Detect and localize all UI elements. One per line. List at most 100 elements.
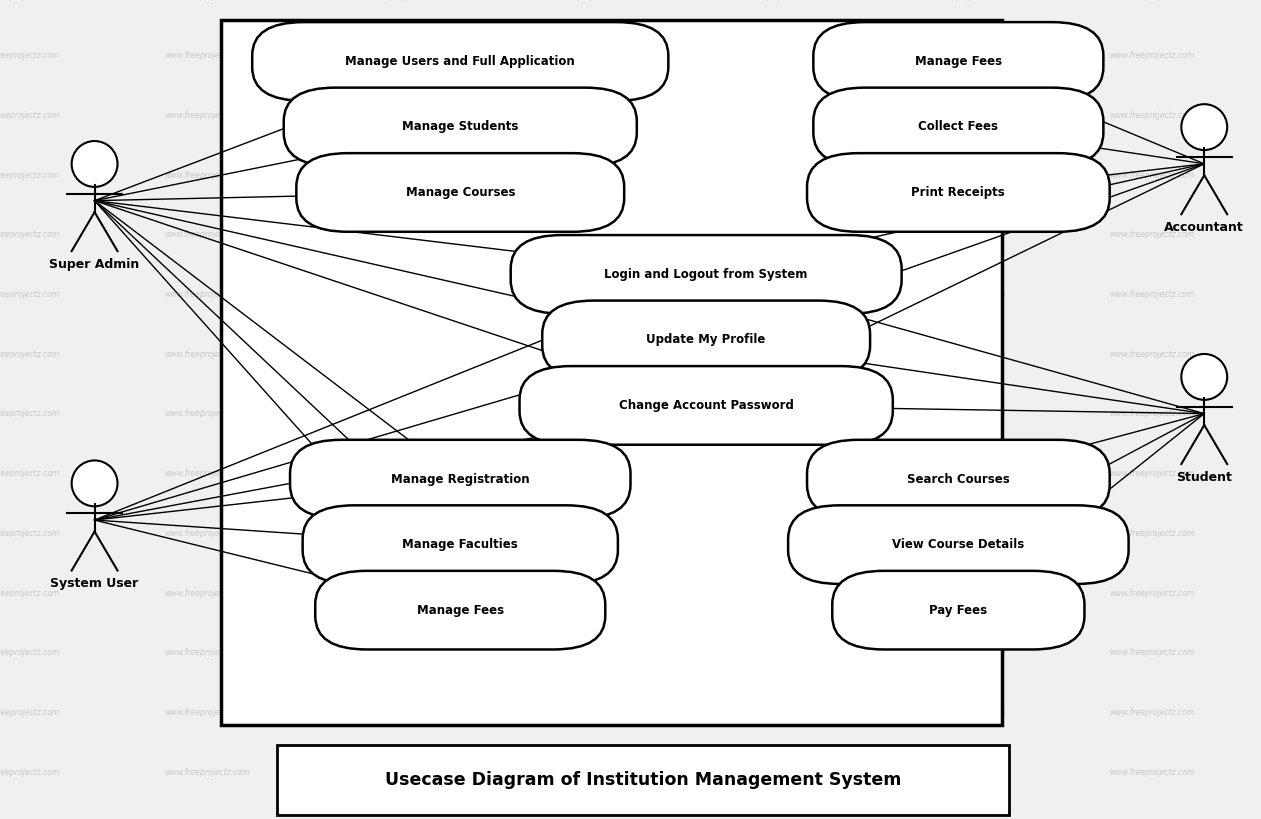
- Ellipse shape: [72, 141, 117, 187]
- Text: www.freeprojectz.com: www.freeprojectz.com: [164, 171, 250, 180]
- Text: www.freeprojectz.com: www.freeprojectz.com: [542, 410, 628, 419]
- Text: www.freeprojectz.com: www.freeprojectz.com: [353, 171, 439, 180]
- Text: www.freeprojectz.com: www.freeprojectz.com: [921, 230, 1006, 239]
- Text: View Course Details: View Course Details: [893, 538, 1024, 551]
- Text: www.freeprojectz.com: www.freeprojectz.com: [921, 469, 1006, 478]
- Text: www.freeprojectz.com: www.freeprojectz.com: [164, 111, 250, 120]
- Text: www.freeprojectz.com: www.freeprojectz.com: [0, 230, 61, 239]
- Text: www.freeprojectz.com: www.freeprojectz.com: [731, 290, 817, 299]
- Text: Manage Fees: Manage Fees: [914, 55, 1002, 68]
- Text: www.freeprojectz.com: www.freeprojectz.com: [542, 290, 628, 299]
- Text: www.freeprojectz.com: www.freeprojectz.com: [353, 350, 439, 359]
- Text: www.freeprojectz.com: www.freeprojectz.com: [731, 708, 817, 717]
- Text: www.freeprojectz.com: www.freeprojectz.com: [1110, 767, 1195, 776]
- Text: www.freeprojectz.com: www.freeprojectz.com: [353, 529, 439, 538]
- Text: www.freeprojectz.com: www.freeprojectz.com: [0, 529, 61, 538]
- Text: www.freeprojectz.com: www.freeprojectz.com: [921, 589, 1006, 598]
- Text: Super Admin: Super Admin: [49, 258, 140, 271]
- Text: www.freeprojectz.com: www.freeprojectz.com: [542, 767, 628, 776]
- FancyBboxPatch shape: [832, 571, 1084, 649]
- Text: www.freeprojectz.com: www.freeprojectz.com: [353, 708, 439, 717]
- FancyBboxPatch shape: [296, 153, 624, 232]
- Text: Usecase Diagram of Institution Management System: Usecase Diagram of Institution Managemen…: [385, 771, 902, 789]
- FancyBboxPatch shape: [284, 88, 637, 166]
- Text: www.freeprojectz.com: www.freeprojectz.com: [1110, 230, 1195, 239]
- Text: www.freeprojectz.com: www.freeprojectz.com: [164, 230, 250, 239]
- Ellipse shape: [1182, 354, 1227, 400]
- FancyBboxPatch shape: [807, 153, 1110, 232]
- Text: Manage Users and Full Application: Manage Users and Full Application: [346, 55, 575, 68]
- Text: www.freeprojectz.com: www.freeprojectz.com: [1110, 469, 1195, 478]
- Text: Manage Fees: Manage Fees: [416, 604, 504, 617]
- Text: www.freeprojectz.com: www.freeprojectz.com: [731, 589, 817, 598]
- Text: www.freeprojectz.com: www.freeprojectz.com: [542, 52, 628, 61]
- FancyBboxPatch shape: [813, 22, 1103, 101]
- Text: www.freeprojectz.com: www.freeprojectz.com: [0, 648, 61, 657]
- FancyBboxPatch shape: [788, 505, 1129, 584]
- Text: www.freeprojectz.com: www.freeprojectz.com: [0, 767, 61, 776]
- Text: www.freeprojectz.com: www.freeprojectz.com: [0, 469, 61, 478]
- FancyBboxPatch shape: [813, 88, 1103, 166]
- Text: www.freeprojectz.com: www.freeprojectz.com: [353, 410, 439, 419]
- Text: www.freeprojectz.com: www.freeprojectz.com: [1110, 350, 1195, 359]
- Text: www.freeprojectz.com: www.freeprojectz.com: [921, 171, 1006, 180]
- Text: www.freeprojectz.com: www.freeprojectz.com: [921, 350, 1006, 359]
- Text: www.freeprojectz.com: www.freeprojectz.com: [731, 767, 817, 776]
- Text: Update My Profile: Update My Profile: [647, 333, 765, 346]
- Text: www.freeprojectz.com: www.freeprojectz.com: [164, 589, 250, 598]
- Text: www.freeprojectz.com: www.freeprojectz.com: [353, 111, 439, 120]
- Text: www.freeprojectz.com: www.freeprojectz.com: [164, 350, 250, 359]
- Text: www.freeprojectz.com: www.freeprojectz.com: [0, 410, 61, 419]
- Text: Manage Registration: Manage Registration: [391, 473, 530, 486]
- Text: www.freeprojectz.com: www.freeprojectz.com: [731, 529, 817, 538]
- Text: www.freeprojectz.com: www.freeprojectz.com: [731, 410, 817, 419]
- Text: www.freeprojectz.com: www.freeprojectz.com: [164, 767, 250, 776]
- Text: www.freeprojectz.com: www.freeprojectz.com: [0, 52, 61, 61]
- Ellipse shape: [1182, 104, 1227, 150]
- FancyBboxPatch shape: [221, 20, 1002, 725]
- Text: Print Receipts: Print Receipts: [912, 186, 1005, 199]
- Text: www.freeprojectz.com: www.freeprojectz.com: [921, 767, 1006, 776]
- Text: www.freeprojectz.com: www.freeprojectz.com: [921, 52, 1006, 61]
- Text: www.freeprojectz.com: www.freeprojectz.com: [164, 410, 250, 419]
- Text: Login and Logout from System: Login and Logout from System: [604, 268, 808, 281]
- FancyBboxPatch shape: [303, 505, 618, 584]
- Text: www.freeprojectz.com: www.freeprojectz.com: [353, 52, 439, 61]
- FancyBboxPatch shape: [542, 301, 870, 379]
- FancyBboxPatch shape: [807, 440, 1110, 518]
- FancyBboxPatch shape: [277, 745, 1009, 815]
- Ellipse shape: [72, 460, 117, 506]
- Text: www.freeprojectz.com: www.freeprojectz.com: [164, 52, 250, 61]
- Text: www.freeprojectz.com: www.freeprojectz.com: [164, 708, 250, 717]
- FancyBboxPatch shape: [511, 235, 902, 314]
- Text: www.freeprojectz.com: www.freeprojectz.com: [164, 469, 250, 478]
- Text: Accountant: Accountant: [1164, 221, 1245, 234]
- Text: www.freeprojectz.com: www.freeprojectz.com: [1110, 290, 1195, 299]
- Text: System User: System User: [50, 577, 139, 590]
- Text: www.freeprojectz.com: www.freeprojectz.com: [542, 589, 628, 598]
- Text: www.freeprojectz.com: www.freeprojectz.com: [0, 290, 61, 299]
- Text: www.freeprojectz.com: www.freeprojectz.com: [542, 171, 628, 180]
- Text: www.freeprojectz.com: www.freeprojectz.com: [921, 708, 1006, 717]
- Text: www.freeprojectz.com: www.freeprojectz.com: [0, 589, 61, 598]
- Text: www.freeprojectz.com: www.freeprojectz.com: [1110, 52, 1195, 61]
- Text: www.freeprojectz.com: www.freeprojectz.com: [353, 230, 439, 239]
- Text: Manage Students: Manage Students: [402, 120, 518, 133]
- Text: www.freeprojectz.com: www.freeprojectz.com: [731, 648, 817, 657]
- Text: www.freeprojectz.com: www.freeprojectz.com: [921, 290, 1006, 299]
- Text: www.freeprojectz.com: www.freeprojectz.com: [542, 230, 628, 239]
- Text: www.freeprojectz.com: www.freeprojectz.com: [731, 350, 817, 359]
- Text: www.freeprojectz.com: www.freeprojectz.com: [164, 529, 250, 538]
- Text: www.freeprojectz.com: www.freeprojectz.com: [1110, 171, 1195, 180]
- Text: www.freeprojectz.com: www.freeprojectz.com: [0, 350, 61, 359]
- Text: www.freeprojectz.com: www.freeprojectz.com: [542, 111, 628, 120]
- Text: www.freeprojectz.com: www.freeprojectz.com: [1110, 648, 1195, 657]
- Text: www.freeprojectz.com: www.freeprojectz.com: [1110, 589, 1195, 598]
- Text: www.freeprojectz.com: www.freeprojectz.com: [353, 469, 439, 478]
- Text: Change Account Password: Change Account Password: [619, 399, 793, 412]
- Text: Search Courses: Search Courses: [907, 473, 1010, 486]
- Text: www.freeprojectz.com: www.freeprojectz.com: [0, 708, 61, 717]
- Text: www.freeprojectz.com: www.freeprojectz.com: [921, 111, 1006, 120]
- Text: www.freeprojectz.com: www.freeprojectz.com: [353, 290, 439, 299]
- Text: www.freeprojectz.com: www.freeprojectz.com: [0, 111, 61, 120]
